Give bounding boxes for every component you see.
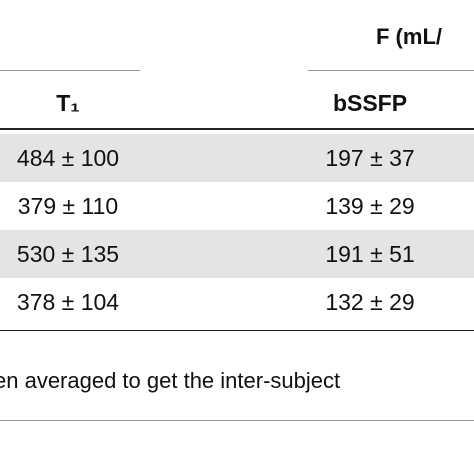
- cell: 132 ± 29: [325, 289, 415, 315]
- rule: [0, 330, 474, 331]
- cell: 530 ± 135: [16, 241, 120, 267]
- rule: [0, 128, 474, 130]
- cell: 378 ± 104: [16, 289, 120, 315]
- footnote: en averaged to get the inter-subject: [0, 368, 341, 393]
- cell: 197 ± 37: [325, 145, 415, 171]
- row-shade: [0, 134, 474, 182]
- rule: [308, 70, 474, 71]
- cell: 379 ± 110: [17, 193, 119, 219]
- column-header: T₁: [56, 90, 80, 116]
- row-shade: [0, 230, 474, 278]
- rule: [0, 70, 140, 71]
- cell: 191 ± 51: [325, 241, 415, 267]
- column-header: bSSFP: [332, 90, 408, 116]
- cell: 139 ± 29: [325, 193, 415, 219]
- group-header: F (mL/: [376, 24, 442, 49]
- cell: 484 ± 100: [16, 145, 120, 171]
- rule: [0, 420, 474, 421]
